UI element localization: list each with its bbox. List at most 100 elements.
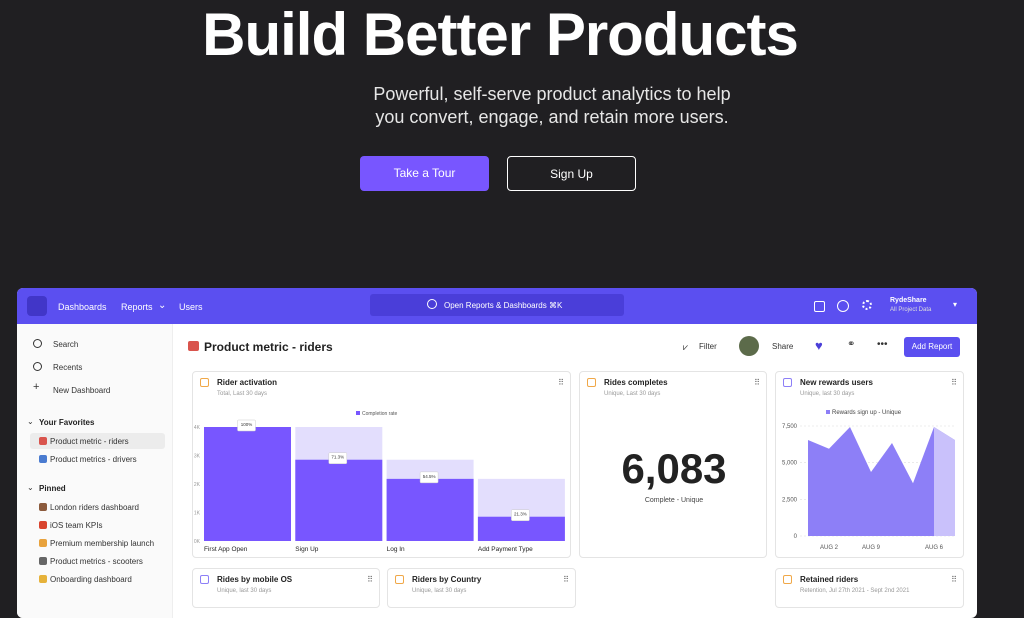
partial-area xyxy=(934,427,955,536)
legend-swatch xyxy=(826,410,830,414)
card-menu[interactable]: ⠿ xyxy=(951,575,957,584)
x-tick-label: Add Payment Type xyxy=(478,546,533,553)
tour-button[interactable]: Take a Tour xyxy=(360,156,489,191)
pinned-item[interactable]: iOS team KPIs xyxy=(50,521,103,530)
avatar[interactable] xyxy=(739,336,759,356)
pinned-item[interactable]: Premium membership launch xyxy=(50,539,155,548)
icon: + xyxy=(33,381,40,393)
icon xyxy=(39,455,47,463)
card-menu[interactable]: ⠿ xyxy=(558,378,564,387)
search-placeholder: Open Reports & Dashboards ⌘K xyxy=(444,301,563,310)
report-card[interactable]: Rides completes Unique, Last 30 days ⠿ 6… xyxy=(579,371,767,558)
y-tick-label: 2,500 xyxy=(782,497,798,503)
icon xyxy=(39,437,47,445)
value-label-box xyxy=(237,419,256,432)
share-button[interactable]: Share xyxy=(772,342,794,351)
hero-subtitle: Powerful, self-serve product analytics t… xyxy=(373,84,731,127)
value-label: 54.5% xyxy=(423,474,436,479)
favorite-item[interactable]: Product metric - riders xyxy=(50,437,129,446)
favorite-item[interactable]: Product metrics - drivers xyxy=(50,455,137,464)
nav-link[interactable]: Reports xyxy=(121,302,153,312)
more-icon[interactable]: ••• xyxy=(877,339,888,350)
value-label-box xyxy=(511,509,530,521)
y-tick-label: 4K xyxy=(194,425,201,431)
sidebar-action[interactable]: Recents xyxy=(53,363,83,372)
card-title: Riders by Country xyxy=(412,575,482,584)
pinned-item[interactable]: Onboarding dashboard xyxy=(50,575,132,584)
legend-swatch xyxy=(356,411,360,415)
bar xyxy=(295,459,383,541)
bar xyxy=(204,427,291,541)
search-box[interactable]: Open Reports & Dashboards ⌘K xyxy=(370,294,624,316)
card-subtitle: Unique, last 30 days xyxy=(412,588,467,594)
pinned-item[interactable]: Product metrics - scooters xyxy=(50,557,143,566)
filter-icon: ⩗ xyxy=(683,342,689,352)
x-tick-label: Log In xyxy=(387,546,405,553)
section-title: Your Favorites xyxy=(39,418,95,427)
card-icon xyxy=(783,575,792,584)
add-report-button[interactable]: Add Report xyxy=(904,337,960,357)
card-menu[interactable]: ⠿ xyxy=(367,575,373,584)
card-icon xyxy=(395,575,404,584)
value-label: 71.3% xyxy=(331,455,344,460)
card-subtitle: Retention, Jul 27th 2021 - Sept 2nd 2021 xyxy=(800,588,910,594)
icon xyxy=(33,362,42,371)
help-icon[interactable] xyxy=(837,300,849,312)
card-menu[interactable]: ⠿ xyxy=(951,378,957,387)
icon xyxy=(33,339,42,348)
db-icon[interactable] xyxy=(814,301,825,312)
icon xyxy=(39,539,47,547)
card-icon xyxy=(587,378,596,387)
area xyxy=(808,427,955,536)
y-tick-label: 2K xyxy=(194,482,201,488)
card-title: Rides completes xyxy=(604,378,668,387)
caret: ▾ xyxy=(953,300,958,309)
nav-link[interactable]: Users xyxy=(179,302,203,312)
heart-icon[interactable]: ♥ xyxy=(815,338,823,353)
card-title: Retained riders xyxy=(800,575,859,584)
y-tick-label: 3K xyxy=(194,454,201,460)
card-title: New rewards users xyxy=(800,378,873,387)
x-tick-label: First App Open xyxy=(204,546,248,553)
metric-value: 6,083 xyxy=(621,445,727,492)
card-subtitle: Total, Last 30 days xyxy=(217,391,268,397)
x-tick-label: AUG 2 xyxy=(820,545,839,551)
charts-layer: 0K 1K 2K 3K 4K Completion rate 100% First App O… xyxy=(194,410,955,553)
nav-link[interactable]: Dashboards xyxy=(58,302,107,312)
x-tick-label: AUG 6 xyxy=(925,545,944,551)
bar xyxy=(386,478,474,541)
hero-title: Build Better Products xyxy=(202,1,799,68)
sidebar-action[interactable]: Search xyxy=(53,340,79,349)
search-icon xyxy=(427,299,437,309)
link-icon[interactable]: ⚭ xyxy=(847,339,856,350)
logo[interactable] xyxy=(27,296,47,316)
settings-icon[interactable] xyxy=(862,300,872,310)
caret: ⌄ xyxy=(158,300,167,311)
card-menu[interactable]: ⠿ xyxy=(563,575,569,584)
y-tick-label: 1K xyxy=(194,511,201,517)
value-label: 100% xyxy=(241,422,253,427)
x-tick-label: AUG 9 xyxy=(862,545,881,551)
pinned-item[interactable]: London riders dashboard xyxy=(50,503,139,512)
project-scope: All Project Data xyxy=(890,307,932,313)
icon xyxy=(39,503,47,511)
page: Build Better Products Powerful, self-ser… xyxy=(17,1,977,618)
project-name[interactable]: RydeShare xyxy=(890,297,927,304)
signup-button[interactable]: Sign Up xyxy=(507,156,636,191)
card-subtitle: Unique, last 30 days xyxy=(800,391,855,397)
y-tick-label: 5,000 xyxy=(782,461,798,467)
icon xyxy=(39,557,47,565)
card-title: Rides by mobile OS xyxy=(217,575,293,584)
card-menu[interactable]: ⠿ xyxy=(754,378,760,387)
icon xyxy=(39,521,47,529)
chevron: ⌄ xyxy=(27,483,34,492)
card-subtitle: Unique, Last 30 days xyxy=(604,391,661,397)
card-icon xyxy=(783,378,792,387)
filter-button[interactable]: Filter xyxy=(699,342,717,351)
icon xyxy=(39,575,47,583)
sidebar-action[interactable]: New Dashboard xyxy=(53,386,111,395)
sidebar: Search Recents + New Dashboard ⌄ Your Fa… xyxy=(17,324,173,618)
selected-row xyxy=(30,433,165,449)
card-icon xyxy=(200,575,209,584)
card-icon xyxy=(200,378,209,387)
